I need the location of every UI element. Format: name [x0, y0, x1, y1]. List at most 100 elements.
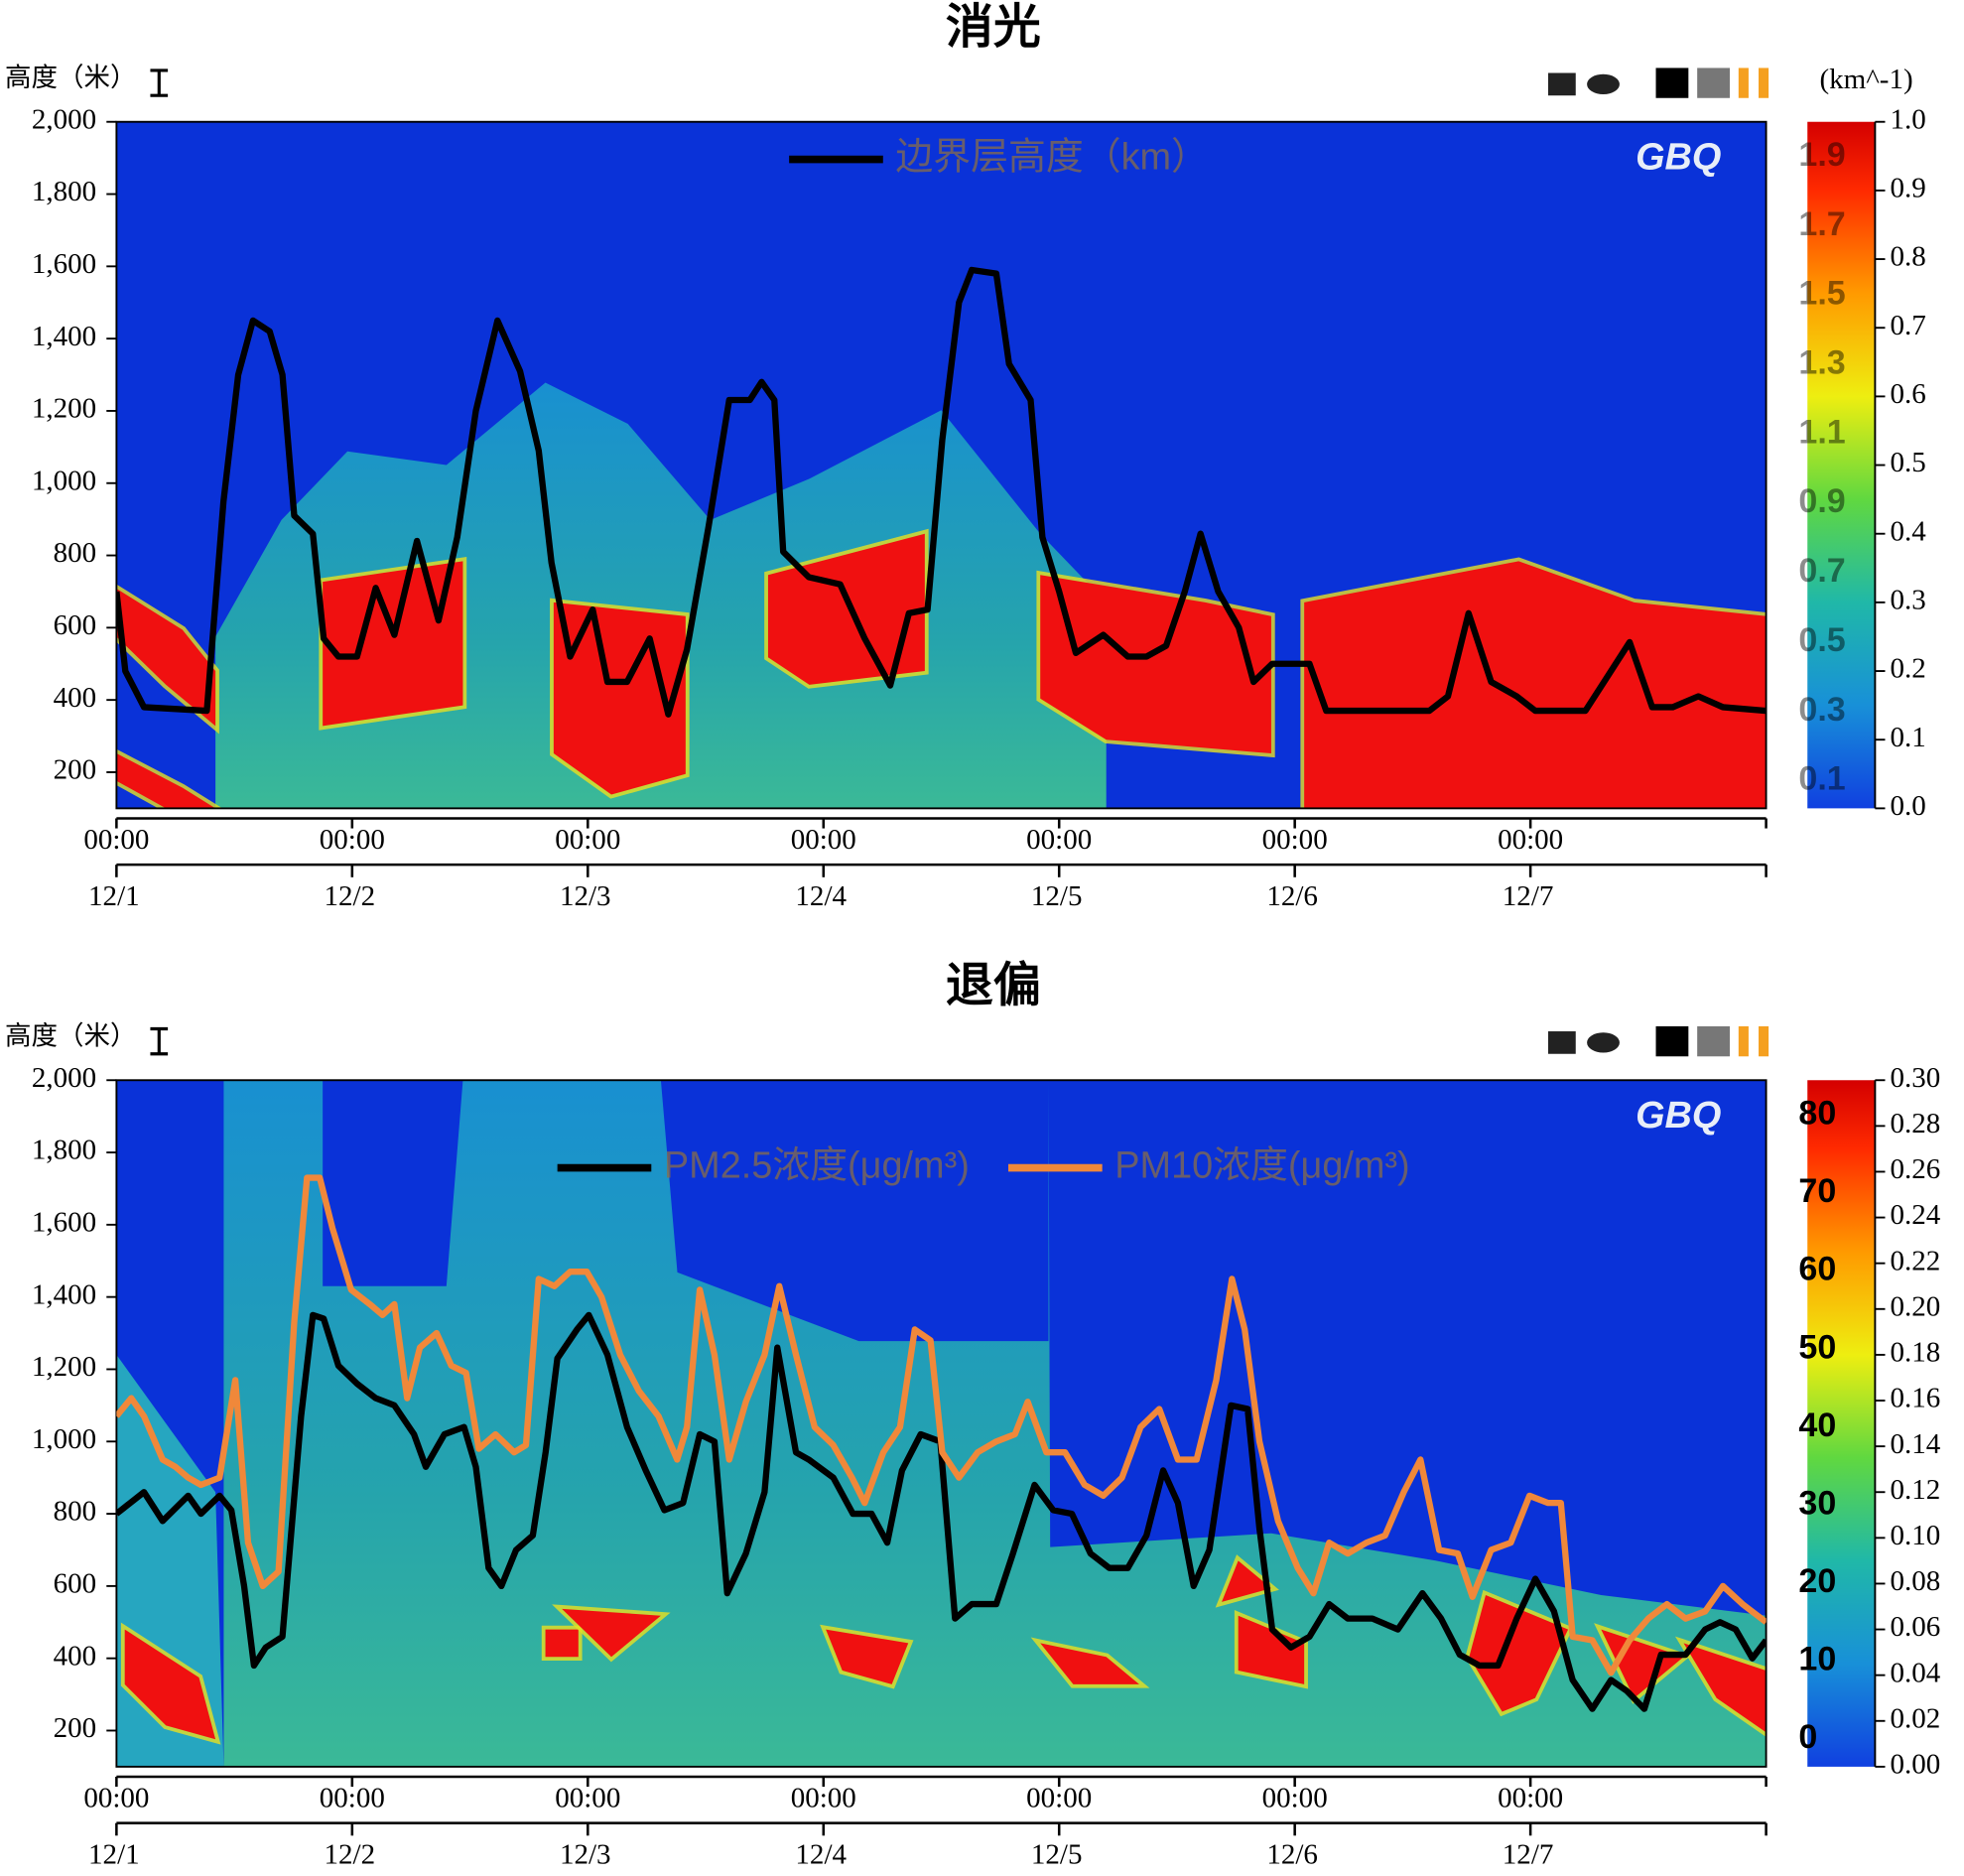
- date-tick-label: 12/3: [560, 1838, 611, 1870]
- colorbar-inner-label: 60: [1798, 1251, 1836, 1288]
- icon-cloud[interactable]: [1587, 73, 1620, 94]
- colorbar-tick-label: 0.4: [1891, 515, 1927, 547]
- colorbar-tick-label: 1.0: [1891, 103, 1926, 135]
- icon-cloud[interactable]: [1587, 1032, 1620, 1053]
- x-tick-label: 00:00: [1262, 824, 1328, 856]
- icon-gray[interactable]: [1697, 67, 1730, 98]
- colorbar-tick-label: 0.10: [1891, 1520, 1941, 1551]
- colorbar-tick-label: 0.2: [1891, 653, 1926, 685]
- y-tick-label: 800: [54, 1496, 97, 1528]
- y-tick-label: 1,200: [32, 1351, 96, 1383]
- y-tick-label: 200: [54, 754, 97, 786]
- colorbar-inner-label: 0.1: [1798, 760, 1845, 798]
- x-tick-label: 00:00: [1498, 1783, 1563, 1814]
- heatmap: [116, 1080, 1767, 1767]
- y-tick-label: 400: [54, 682, 97, 714]
- date-tick-label: 12/5: [1031, 880, 1083, 912]
- x-tick-label: 00:00: [1026, 1783, 1092, 1814]
- heatmap-hot: [1040, 575, 1271, 754]
- icon-chart[interactable]: [1547, 72, 1576, 96]
- colorbar-tick-label: 0.6: [1891, 378, 1926, 410]
- colorbar-tick-label: 0.08: [1891, 1565, 1941, 1597]
- y-tick-label: 1,400: [32, 321, 96, 352]
- icon-color[interactable]: [1738, 1025, 1749, 1057]
- y-tick-label: 1,600: [32, 1207, 96, 1239]
- colorbar-tick-label: 0.20: [1891, 1290, 1941, 1322]
- y-tick-label: 1,000: [32, 1423, 96, 1455]
- y-tick-label: 600: [54, 1568, 97, 1600]
- colorbar-inner-label: 0.5: [1798, 621, 1845, 659]
- colorbar-inner-label: 40: [1798, 1407, 1836, 1444]
- x-tick-label: 00:00: [555, 1783, 620, 1814]
- colorbar-inner-label: 10: [1798, 1641, 1836, 1678]
- heatmap-hot: [1238, 1615, 1305, 1684]
- heatmap-hot: [1304, 561, 1767, 809]
- colorbar-tick-label: 0.18: [1891, 1337, 1941, 1369]
- colorbar: [1807, 121, 1876, 809]
- icon-gray[interactable]: [1697, 1025, 1730, 1057]
- x-tick-label: 00:00: [791, 1783, 856, 1814]
- heatmap-hot: [1469, 1594, 1569, 1712]
- heatmap-hot: [323, 561, 463, 727]
- x-tick-label: 00:00: [83, 1783, 149, 1814]
- icon-black[interactable]: [1655, 1025, 1689, 1057]
- plot-frame: [115, 1079, 1768, 1768]
- icon-black[interactable]: [1655, 67, 1689, 98]
- plot-frame: [115, 120, 1768, 810]
- legend-label: PM2.5浓度(μg/m³): [664, 1145, 970, 1187]
- heatmap-hot: [1601, 1629, 1684, 1698]
- colorbar-inner-label: 70: [1798, 1172, 1836, 1210]
- date-tick-label: 12/1: [88, 880, 140, 912]
- date-tick-label: 12/3: [560, 880, 611, 912]
- heatmap-hot: [116, 589, 216, 727]
- colorbar-tick-label: 0.0: [1891, 790, 1926, 822]
- date-tick-label: 12/4: [795, 1838, 847, 1870]
- colorbar-tick-label: 0.28: [1891, 1108, 1941, 1139]
- colorbar: [1807, 1080, 1876, 1767]
- date-tick-label: 12/1: [88, 1838, 140, 1870]
- colorbar-inner-label: 1.3: [1798, 344, 1845, 382]
- heatmap-region: [223, 1080, 1767, 1767]
- icon-color[interactable]: [1759, 67, 1769, 98]
- x-tick-label: 00:00: [320, 1783, 385, 1814]
- colorbar-inner-label: 50: [1798, 1328, 1836, 1366]
- watermark: GBQ: [1636, 1095, 1721, 1137]
- icon-chart[interactable]: [1547, 1031, 1576, 1054]
- colorbar-tick-label: 0.8: [1891, 241, 1926, 273]
- heatmap-hot: [116, 753, 216, 809]
- colorbar-inner-label: 1.5: [1798, 275, 1845, 313]
- date-tick-label: 12/6: [1266, 1838, 1318, 1870]
- icon-color[interactable]: [1738, 67, 1749, 98]
- series-line: [116, 1311, 1767, 1712]
- y-tick-label: 800: [54, 537, 97, 569]
- colorbar-tick-label: 0.12: [1891, 1474, 1941, 1506]
- heatmap-edge: [552, 1604, 671, 1663]
- toolbar: [1547, 67, 1769, 98]
- colorbar-tick-label: 0.22: [1891, 1245, 1941, 1276]
- date-tick-label: 12/2: [325, 1838, 376, 1870]
- x-tick-label: 00:00: [1498, 824, 1563, 856]
- colorbar-tick-label: 0.26: [1891, 1153, 1941, 1185]
- colorbar-inner-label: 80: [1798, 1095, 1836, 1133]
- colorbar-tick-label: 0.1: [1891, 722, 1926, 753]
- colorbar-tick-label: 0.30: [1891, 1062, 1941, 1094]
- x-tick-label: 00:00: [791, 824, 856, 856]
- colorbar-inner-label: 0.7: [1798, 552, 1845, 590]
- y-tick-label: 600: [54, 609, 97, 641]
- chart-title: 消光: [946, 1, 1041, 54]
- y-tick-label: 200: [54, 1712, 97, 1744]
- icon-color[interactable]: [1759, 1025, 1769, 1057]
- toolbar-icons: [1547, 67, 1769, 1057]
- y-tick-label: 1,000: [32, 465, 96, 496]
- chart-title: 退偏: [946, 959, 1041, 1011]
- colorbar-inner-label: 30: [1798, 1484, 1836, 1522]
- y-tick-label: 400: [54, 1640, 97, 1672]
- colorbar-inner-label: 1.9: [1798, 136, 1845, 174]
- date-tick-label: 12/7: [1503, 1838, 1554, 1870]
- y-axis-icon: [150, 68, 169, 97]
- legend-label: 边界层高度（km）: [895, 137, 1208, 179]
- y-axis-label: 高度（米）: [5, 63, 137, 92]
- colorbar-inner-label: 0.3: [1798, 691, 1845, 729]
- colorbar-inner-label: 1.1: [1798, 413, 1845, 451]
- y-tick-label: 1,200: [32, 393, 96, 425]
